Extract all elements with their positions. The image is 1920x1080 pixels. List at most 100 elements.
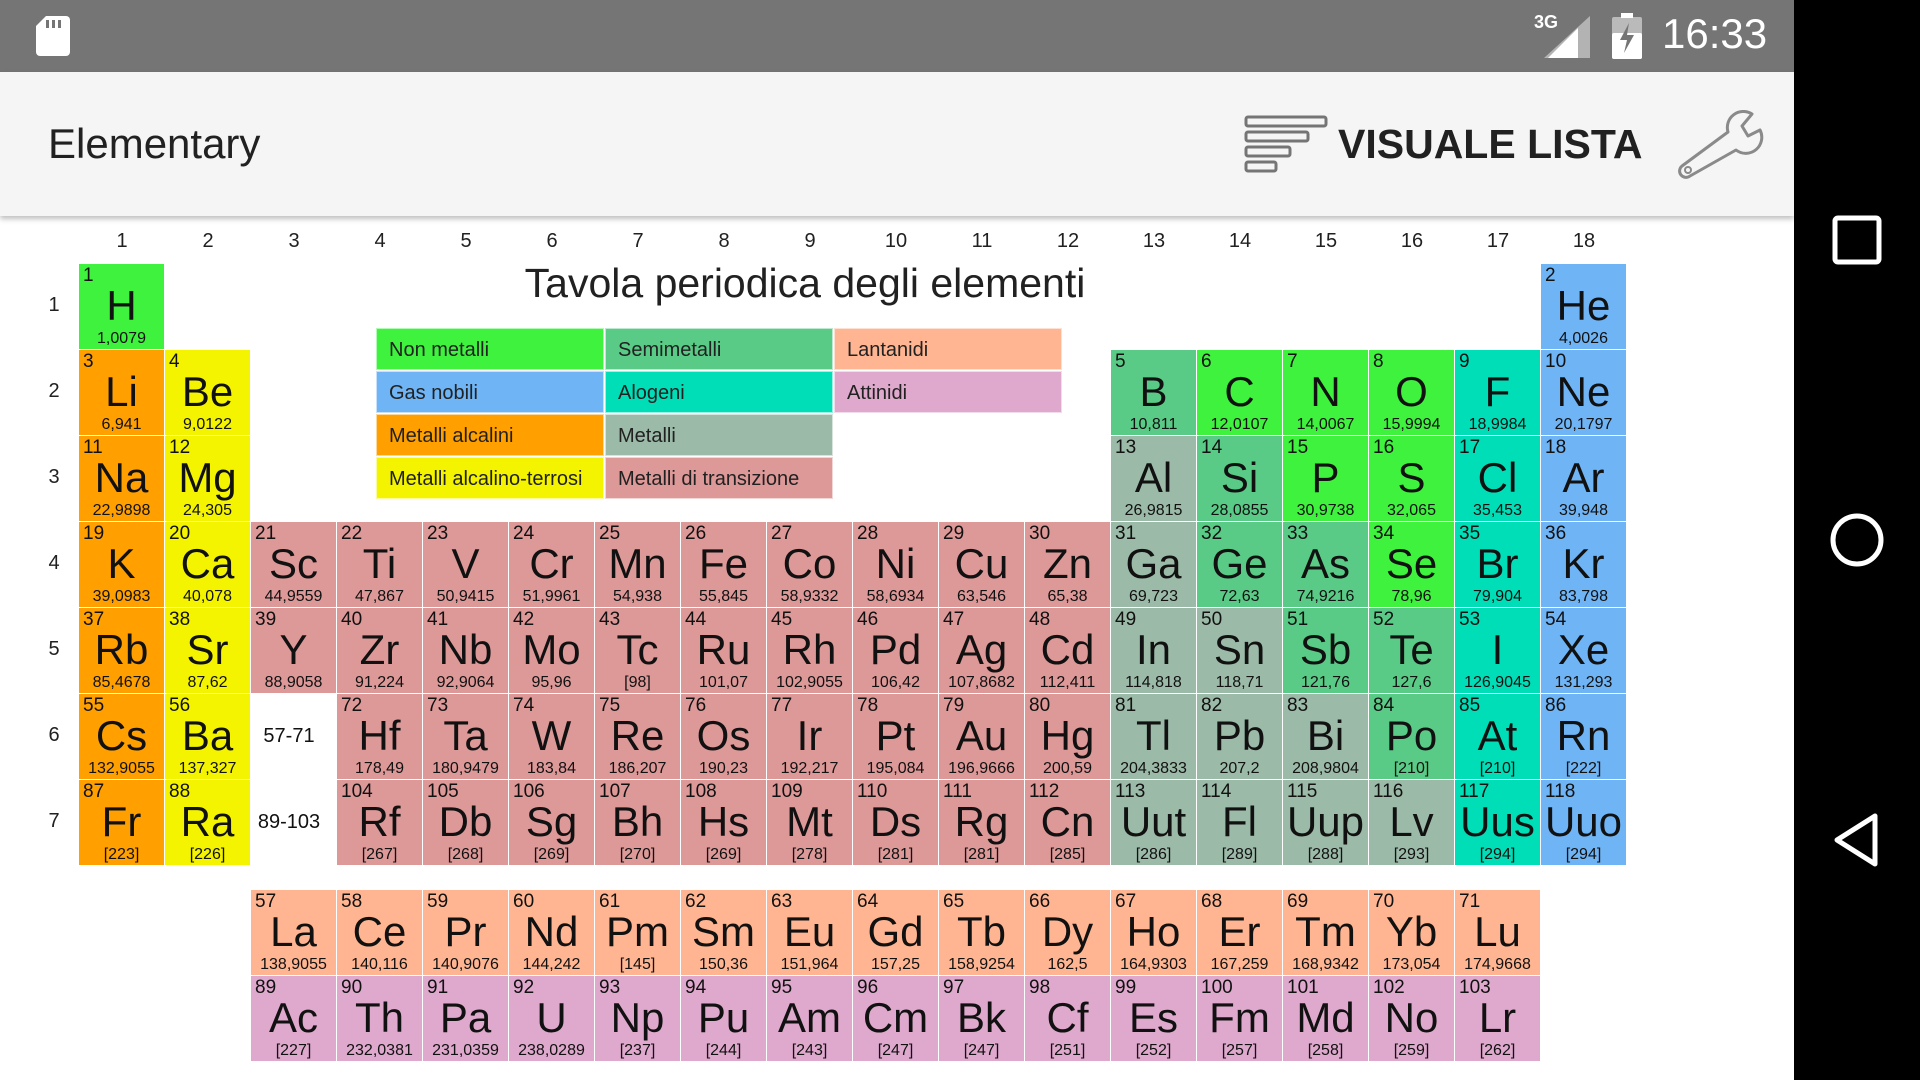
element-cell-db[interactable]: 105 Db [268] xyxy=(423,780,508,865)
element-cell-cl[interactable]: 17 Cl 35,453 xyxy=(1455,436,1540,521)
element-cell-at[interactable]: 85 At [210] xyxy=(1455,694,1540,779)
element-cell-au[interactable]: 79 Au 196,9666 xyxy=(939,694,1024,779)
back-button[interactable] xyxy=(1827,810,1887,870)
element-cell-he[interactable]: 2 He 4,0026 xyxy=(1541,264,1626,349)
element-cell-ti[interactable]: 22 Ti 47,867 xyxy=(337,522,422,607)
element-cell-dy[interactable]: 66 Dy 162,5 xyxy=(1025,890,1110,975)
element-cell-sb[interactable]: 51 Sb 121,76 xyxy=(1283,608,1368,693)
element-cell-lr[interactable]: 103 Lr [262] xyxy=(1455,976,1540,1061)
element-cell-be[interactable]: 4 Be 9,0122 xyxy=(165,350,250,435)
element-cell-re[interactable]: 75 Re 186,207 xyxy=(595,694,680,779)
element-cell-sm[interactable]: 62 Sm 150,36 xyxy=(681,890,766,975)
element-cell-yb[interactable]: 70 Yb 173,054 xyxy=(1369,890,1454,975)
element-cell-y[interactable]: 39 Y 88,9058 xyxy=(251,608,336,693)
element-cell-cr[interactable]: 24 Cr 51,9961 xyxy=(509,522,594,607)
element-cell-tc[interactable]: 43 Tc [98] xyxy=(595,608,680,693)
element-cell-ni[interactable]: 28 Ni 58,6934 xyxy=(853,522,938,607)
element-cell-ga[interactable]: 31 Ga 69,723 xyxy=(1111,522,1196,607)
element-cell-v[interactable]: 23 V 50,9415 xyxy=(423,522,508,607)
element-cell-fe[interactable]: 26 Fe 55,845 xyxy=(681,522,766,607)
element-cell-uus[interactable]: 117 Uus [294] xyxy=(1455,780,1540,865)
element-cell-w[interactable]: 74 W 183,84 xyxy=(509,694,594,779)
element-cell-ho[interactable]: 67 Ho 164,9303 xyxy=(1111,890,1196,975)
element-cell-cu[interactable]: 29 Cu 63,546 xyxy=(939,522,1024,607)
element-cell-bi[interactable]: 83 Bi 208,9804 xyxy=(1283,694,1368,779)
element-cell-rb[interactable]: 37 Rb 85,4678 xyxy=(79,608,164,693)
element-cell-nb[interactable]: 41 Nb 92,9064 xyxy=(423,608,508,693)
element-cell-am[interactable]: 95 Am [243] xyxy=(767,976,852,1061)
element-cell-ba[interactable]: 56 Ba 137,327 xyxy=(165,694,250,779)
recent-apps-button[interactable] xyxy=(1827,210,1887,270)
element-cell-ag[interactable]: 47 Ag 107,8682 xyxy=(939,608,1024,693)
element-cell-n[interactable]: 7 N 14,0067 xyxy=(1283,350,1368,435)
element-cell-pa[interactable]: 91 Pa 231,0359 xyxy=(423,976,508,1061)
element-cell-mg[interactable]: 12 Mg 24,305 xyxy=(165,436,250,521)
element-cell-hf[interactable]: 72 Hf 178,49 xyxy=(337,694,422,779)
element-cell-in[interactable]: 49 In 114,818 xyxy=(1111,608,1196,693)
element-cell-ne[interactable]: 10 Ne 20,1797 xyxy=(1541,350,1626,435)
element-cell-no[interactable]: 102 No [259] xyxy=(1369,976,1454,1061)
element-cell-fm[interactable]: 100 Fm [257] xyxy=(1197,976,1282,1061)
element-cell-h[interactable]: 1 H 1,0079 xyxy=(79,264,164,349)
element-cell-pm[interactable]: 61 Pm [145] xyxy=(595,890,680,975)
element-cell-uup[interactable]: 115 Uup [288] xyxy=(1283,780,1368,865)
element-cell-u[interactable]: 92 U 238,0289 xyxy=(509,976,594,1061)
element-cell-zr[interactable]: 40 Zr 91,224 xyxy=(337,608,422,693)
element-cell-os[interactable]: 76 Os 190,23 xyxy=(681,694,766,779)
element-cell-xe[interactable]: 54 Xe 131,293 xyxy=(1541,608,1626,693)
element-cell-eu[interactable]: 63 Eu 151,964 xyxy=(767,890,852,975)
element-cell-bh[interactable]: 107 Bh [270] xyxy=(595,780,680,865)
element-cell-uut[interactable]: 113 Uut [286] xyxy=(1111,780,1196,865)
element-cell-pd[interactable]: 46 Pd 106,42 xyxy=(853,608,938,693)
element-cell-ir[interactable]: 77 Ir 192,217 xyxy=(767,694,852,779)
element-cell-sg[interactable]: 106 Sg [269] xyxy=(509,780,594,865)
home-button[interactable] xyxy=(1827,510,1887,570)
element-cell-sr[interactable]: 38 Sr 87,62 xyxy=(165,608,250,693)
element-cell-zn[interactable]: 30 Zn 65,38 xyxy=(1025,522,1110,607)
element-cell-hg[interactable]: 80 Hg 200,59 xyxy=(1025,694,1110,779)
element-cell-tm[interactable]: 69 Tm 168,9342 xyxy=(1283,890,1368,975)
element-cell-k[interactable]: 19 K 39,0983 xyxy=(79,522,164,607)
element-cell-te[interactable]: 52 Te 127,6 xyxy=(1369,608,1454,693)
element-cell-er[interactable]: 68 Er 167,259 xyxy=(1197,890,1282,975)
list-view-button[interactable]: VISUALE LISTA xyxy=(1244,112,1642,176)
element-cell-ra[interactable]: 88 Ra [226] xyxy=(165,780,250,865)
element-cell-lv[interactable]: 116 Lv [293] xyxy=(1369,780,1454,865)
element-cell-mt[interactable]: 109 Mt [278] xyxy=(767,780,852,865)
element-cell-mo[interactable]: 42 Mo 95,96 xyxy=(509,608,594,693)
element-cell-pr[interactable]: 59 Pr 140,9076 xyxy=(423,890,508,975)
element-cell-hs[interactable]: 108 Hs [269] xyxy=(681,780,766,865)
element-cell-rn[interactable]: 86 Rn [222] xyxy=(1541,694,1626,779)
element-cell-fl[interactable]: 114 Fl [289] xyxy=(1197,780,1282,865)
element-cell-na[interactable]: 11 Na 22,9898 xyxy=(79,436,164,521)
element-cell-tb[interactable]: 65 Tb 158,9254 xyxy=(939,890,1024,975)
element-cell-br[interactable]: 35 Br 79,904 xyxy=(1455,522,1540,607)
element-cell-es[interactable]: 99 Es [252] xyxy=(1111,976,1196,1061)
element-cell-md[interactable]: 101 Md [258] xyxy=(1283,976,1368,1061)
element-cell-s[interactable]: 16 S 32,065 xyxy=(1369,436,1454,521)
element-cell-tl[interactable]: 81 Tl 204,3833 xyxy=(1111,694,1196,779)
element-cell-fr[interactable]: 87 Fr [223] xyxy=(79,780,164,865)
element-cell-po[interactable]: 84 Po [210] xyxy=(1369,694,1454,779)
element-cell-kr[interactable]: 36 Kr 83,798 xyxy=(1541,522,1626,607)
element-cell-th[interactable]: 90 Th 232,0381 xyxy=(337,976,422,1061)
element-cell-o[interactable]: 8 O 15,9994 xyxy=(1369,350,1454,435)
element-cell-cm[interactable]: 96 Cm [247] xyxy=(853,976,938,1061)
element-cell-b[interactable]: 5 B 10,811 xyxy=(1111,350,1196,435)
element-cell-ta[interactable]: 73 Ta 180,9479 xyxy=(423,694,508,779)
element-cell-np[interactable]: 93 Np [237] xyxy=(595,976,680,1061)
element-cell-se[interactable]: 34 Se 78,96 xyxy=(1369,522,1454,607)
element-cell-cd[interactable]: 48 Cd 112,411 xyxy=(1025,608,1110,693)
element-cell-mn[interactable]: 25 Mn 54,938 xyxy=(595,522,680,607)
element-cell-ar[interactable]: 18 Ar 39,948 xyxy=(1541,436,1626,521)
element-cell-cs[interactable]: 55 Cs 132,9055 xyxy=(79,694,164,779)
element-cell-uuo[interactable]: 118 Uuo [294] xyxy=(1541,780,1626,865)
element-cell-rh[interactable]: 45 Rh 102,9055 xyxy=(767,608,852,693)
element-cell-cn[interactable]: 112 Cn [285] xyxy=(1025,780,1110,865)
element-cell-la[interactable]: 57 La 138,9055 xyxy=(251,890,336,975)
element-cell-sn[interactable]: 50 Sn 118,71 xyxy=(1197,608,1282,693)
element-cell-ds[interactable]: 110 Ds [281] xyxy=(853,780,938,865)
element-cell-co[interactable]: 27 Co 58,9332 xyxy=(767,522,852,607)
element-cell-nd[interactable]: 60 Nd 144,242 xyxy=(509,890,594,975)
element-cell-al[interactable]: 13 Al 26,9815 xyxy=(1111,436,1196,521)
